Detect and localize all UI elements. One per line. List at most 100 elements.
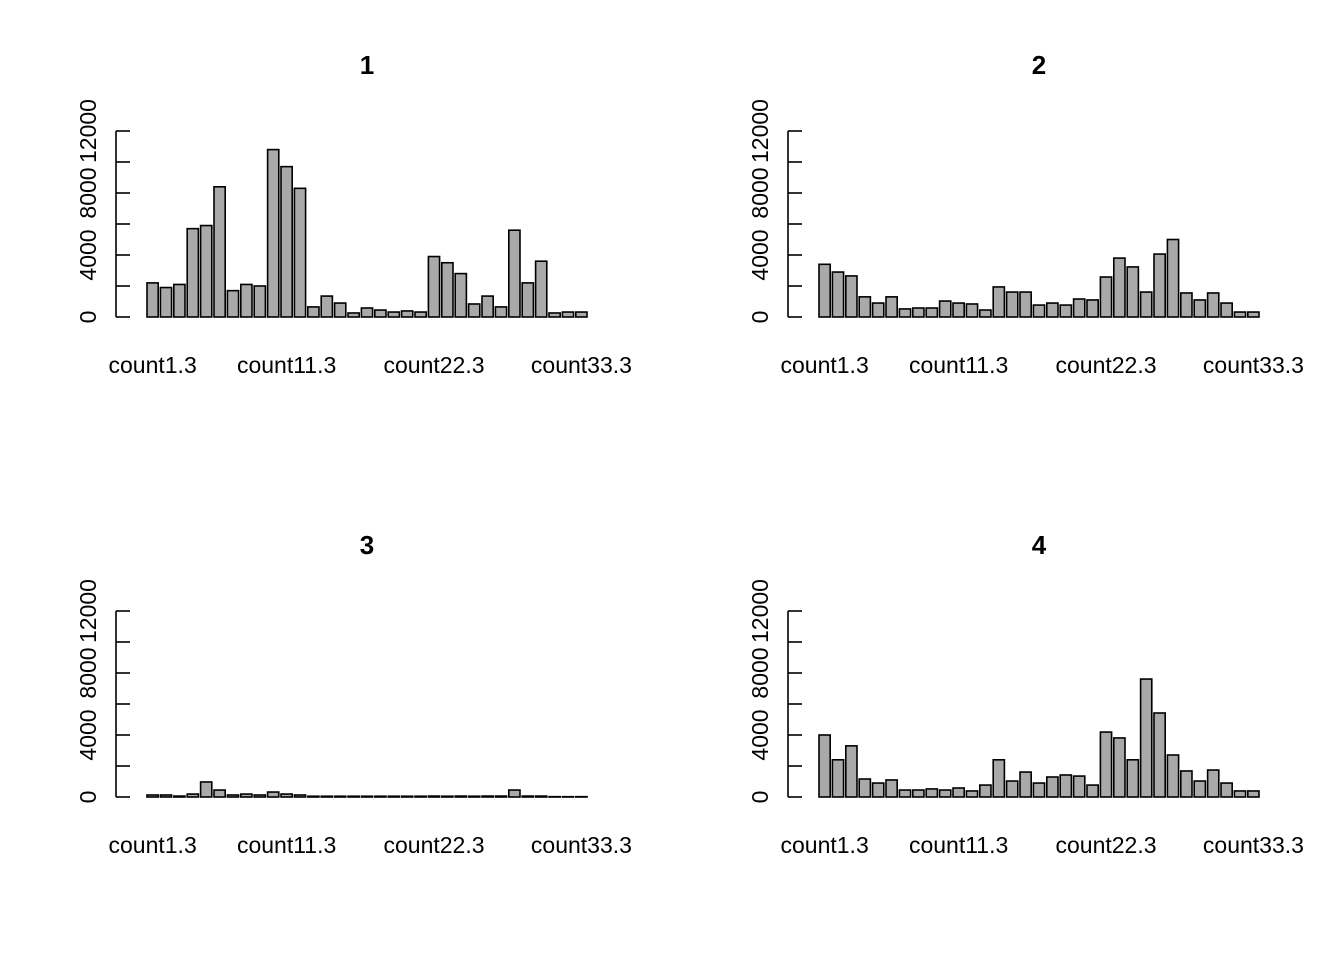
bar xyxy=(1005,780,1019,798)
x-tick-label: count1.3 xyxy=(109,352,197,378)
bar xyxy=(1153,712,1166,798)
bar xyxy=(1045,776,1059,798)
bar xyxy=(360,307,374,318)
y-tick-label: 12000 xyxy=(75,579,101,643)
x-tick-label: count22.3 xyxy=(1056,832,1157,858)
bar xyxy=(912,789,925,798)
bar xyxy=(360,795,374,798)
x-tick-label: count1.3 xyxy=(781,832,869,858)
bar xyxy=(1072,775,1086,798)
bar xyxy=(347,795,360,798)
bar xyxy=(858,296,872,318)
bar xyxy=(1112,737,1126,798)
y-tick-label: 0 xyxy=(747,311,773,324)
bar xyxy=(440,795,454,798)
bar xyxy=(534,795,548,798)
bar xyxy=(333,795,347,798)
bar xyxy=(253,285,267,318)
bar xyxy=(427,795,441,798)
bar xyxy=(1233,311,1247,318)
bar xyxy=(387,311,401,318)
x-tick-label: count33.3 xyxy=(531,352,632,378)
bar xyxy=(871,302,885,318)
bar xyxy=(507,229,521,318)
x-tick-label: count11.3 xyxy=(909,832,1008,858)
bar xyxy=(507,789,521,798)
bar xyxy=(1166,754,1180,798)
bar xyxy=(978,309,992,318)
x-tick-label: count33.3 xyxy=(531,832,632,858)
bar xyxy=(1179,292,1193,318)
bar xyxy=(1032,782,1046,798)
panel: 3 0 4000 8000 12000 count1.3 count11.3 count22.… xyxy=(75,530,632,858)
bar xyxy=(333,302,347,318)
bar xyxy=(266,148,280,318)
bar xyxy=(427,255,441,318)
bar xyxy=(481,795,494,798)
y-tick-label: 8000 xyxy=(747,647,773,698)
bar xyxy=(253,794,267,798)
bar xyxy=(213,186,226,318)
bar xyxy=(146,794,159,798)
bar xyxy=(494,795,508,798)
x-tick-label: count1.3 xyxy=(781,352,869,378)
bar xyxy=(199,781,213,798)
bar xyxy=(320,795,334,798)
bar xyxy=(831,758,845,798)
bar xyxy=(454,272,468,318)
bar xyxy=(1206,292,1220,318)
y-tick-label: 0 xyxy=(75,311,101,324)
bar xyxy=(400,795,414,798)
bar xyxy=(858,778,872,798)
bar xyxy=(414,795,427,798)
bar xyxy=(494,306,508,318)
bar xyxy=(481,295,494,318)
y-tick-label: 8000 xyxy=(747,167,773,218)
x-tick-label: count1.3 xyxy=(109,832,197,858)
x-tick-label: count22.3 xyxy=(384,832,485,858)
bar xyxy=(293,187,307,318)
bar xyxy=(373,795,387,798)
bar xyxy=(898,789,912,798)
bar xyxy=(1246,311,1260,318)
bar xyxy=(1233,790,1247,798)
bar xyxy=(240,283,253,318)
bar xyxy=(293,794,307,798)
bar xyxy=(280,793,293,798)
x-tick-label: count33.3 xyxy=(1203,832,1304,858)
bar xyxy=(912,307,925,318)
bar xyxy=(1220,782,1233,798)
bar xyxy=(898,308,912,318)
bar xyxy=(1019,771,1032,798)
bar xyxy=(1005,291,1019,318)
x-tick-label: count22.3 xyxy=(1056,352,1157,378)
bar xyxy=(1032,304,1046,318)
y-tick-label: 4000 xyxy=(747,709,773,760)
bar xyxy=(925,307,939,318)
y-tick-label: 4000 xyxy=(747,229,773,280)
bar xyxy=(199,224,213,318)
bar xyxy=(845,745,858,798)
chart-title: 1 xyxy=(360,50,374,80)
bar xyxy=(1126,758,1140,798)
bar xyxy=(186,227,200,318)
bar xyxy=(1086,299,1099,318)
y-tick-label: 12000 xyxy=(75,99,101,163)
bar xyxy=(871,782,885,798)
bar xyxy=(280,165,293,318)
y-tick-label: 0 xyxy=(747,791,773,804)
x-tick-label: count11.3 xyxy=(237,352,336,378)
bar xyxy=(1193,780,1207,798)
bar xyxy=(347,312,360,318)
chart-title: 3 xyxy=(360,530,374,560)
bar xyxy=(938,300,952,318)
bar xyxy=(226,289,240,318)
y-tick-label: 12000 xyxy=(747,99,773,163)
bar xyxy=(159,794,173,798)
bar xyxy=(548,312,561,318)
y-tick-label: 8000 xyxy=(75,167,101,218)
bar xyxy=(965,303,979,318)
bar xyxy=(521,282,535,318)
panel: 2 0 4000 8000 12000 count1.3 count11.3 count22.… xyxy=(747,50,1304,378)
bar xyxy=(561,311,575,318)
